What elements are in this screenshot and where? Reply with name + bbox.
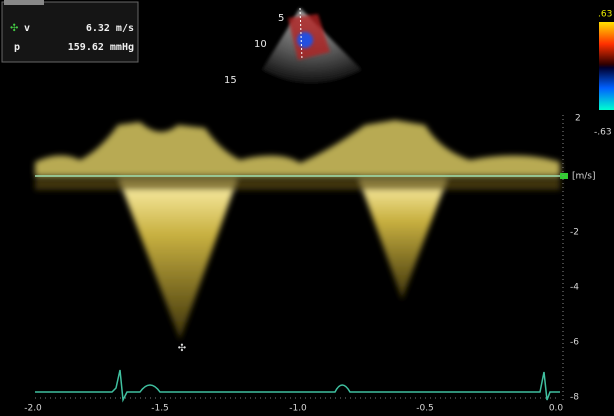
cursor: ✣ xyxy=(178,343,186,354)
time-tick: -0.5 xyxy=(416,404,434,414)
time-tick: 0.0 xyxy=(549,404,564,414)
scale-bottom: -.63 xyxy=(594,128,612,138)
readout-tab xyxy=(4,0,44,5)
velocity-unit: [m/s] xyxy=(572,172,596,182)
color-flow xyxy=(297,32,313,48)
scale-top: .63 xyxy=(598,10,612,20)
ecg-trace xyxy=(35,370,560,400)
velocity-tick: -4 xyxy=(570,283,579,293)
p-label: p xyxy=(14,42,20,53)
depth-label: 10 xyxy=(254,39,267,50)
velocity-tick: -6 xyxy=(570,338,579,348)
time-tick: -2.0 xyxy=(24,404,42,414)
p-value: 159.62 mmHg xyxy=(68,42,134,53)
velocity-tick: 2 xyxy=(575,114,581,124)
depth-label: 5 xyxy=(278,13,284,24)
page: {"readout": {"v_label": "v", "v_value": … xyxy=(0,0,614,416)
color-bar xyxy=(599,22,614,110)
ultrasound-screen: ✣ v 6.32 m/s p 159.62 mmHg 5 10 15 .63 -… xyxy=(0,0,614,416)
time-tick: -1.5 xyxy=(151,404,169,414)
v-label: v xyxy=(24,23,30,34)
time-tick: -1.0 xyxy=(289,404,307,414)
v-value: 6.32 m/s xyxy=(86,23,134,34)
velocity-tick: -8 xyxy=(570,393,579,403)
velocity-tick: -2 xyxy=(570,228,579,238)
baseline-marker xyxy=(560,173,568,179)
spectrum xyxy=(35,120,560,340)
caliper-icon: ✣ xyxy=(10,23,18,34)
depth-label: 15 xyxy=(224,75,237,86)
